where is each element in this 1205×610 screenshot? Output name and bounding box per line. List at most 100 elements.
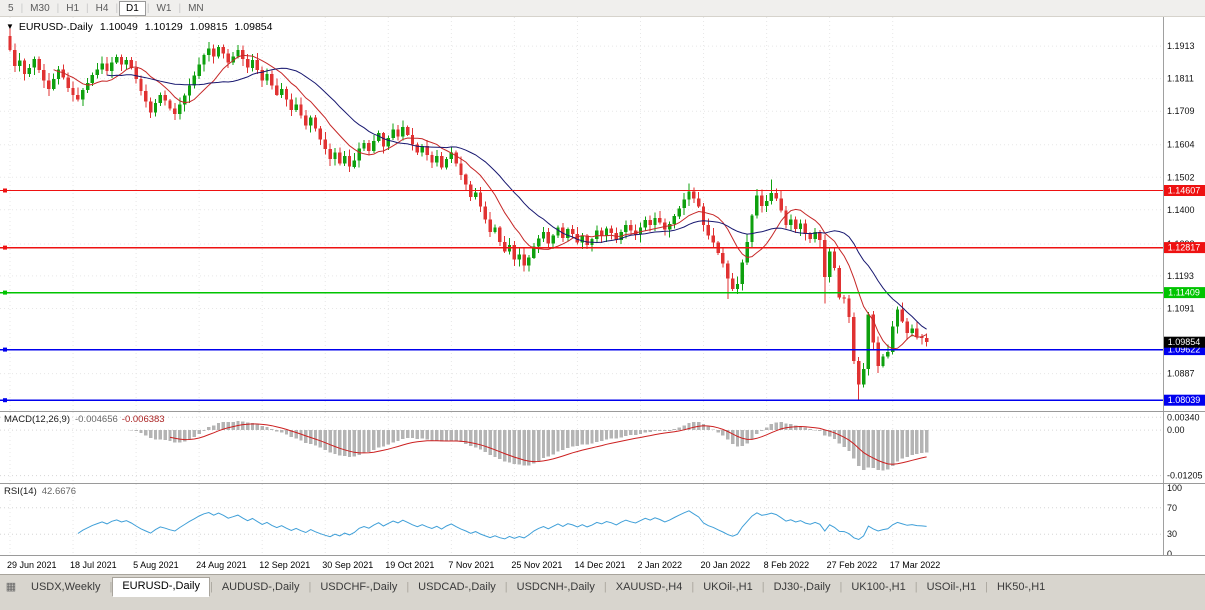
tab-usdchf-daily[interactable]: USDCHF-,Daily bbox=[320, 580, 398, 593]
toolbar-separator: | bbox=[86, 2, 89, 14]
macd-value-signal: -0.006383 bbox=[121, 414, 165, 425]
rsi-title: RSI(14) 42.6676 bbox=[4, 486, 76, 497]
quote-low: 1.09815 bbox=[189, 21, 228, 33]
rsi-canvas[interactable]: 100 70 30 0 bbox=[0, 484, 1205, 555]
ohlc-marker-icon: ▼ bbox=[6, 22, 14, 31]
svg-text:100: 100 bbox=[1167, 484, 1182, 493]
timeframe-button-m30[interactable]: M30 bbox=[30, 2, 50, 14]
quote-close: 1.09854 bbox=[234, 21, 273, 33]
time-axis: 29 Jun 2021 18 Jul 2021 5 Aug 2021 24 Aug 2… bbox=[0, 556, 1205, 574]
tab-audusd-daily[interactable]: AUDUSD-,Daily bbox=[221, 580, 300, 593]
svg-text:1.11409: 1.11409 bbox=[1168, 288, 1200, 298]
hlines-layer bbox=[0, 188, 1163, 403]
macd-panel: 0.00340 0.00 -0.01205 MACD(12,26,9) -0.0046… bbox=[0, 412, 1205, 484]
macd-value-main: -0.004656 bbox=[75, 414, 118, 425]
time-axis-label: 2 Jan 2022 bbox=[637, 560, 683, 570]
tab-ukoil-h1[interactable]: UKOil-,H1 bbox=[703, 580, 753, 593]
svg-text:1.1913: 1.1913 bbox=[1167, 41, 1195, 51]
tab-separator: | bbox=[504, 581, 508, 593]
ma-fast-line bbox=[53, 54, 927, 350]
timeframe-button-h4[interactable]: H4 bbox=[95, 2, 109, 14]
svg-text:0.00340: 0.00340 bbox=[1167, 412, 1200, 422]
time-axis-label: 8 Feb 2022 bbox=[763, 560, 810, 570]
svg-text:30: 30 bbox=[1167, 529, 1177, 539]
price-badges: 1.14607 1.12817 1.11409 1.09622 1.08039 1.098… bbox=[1164, 185, 1205, 406]
rsi-axis-labels: 100 70 30 0 bbox=[1167, 484, 1182, 555]
toolbar-separator: | bbox=[178, 2, 182, 14]
tab-usdcad-daily[interactable]: USDCAD-,Daily bbox=[418, 580, 496, 593]
toolbar-separator: | bbox=[146, 2, 150, 14]
svg-text:1.1604: 1.1604 bbox=[1167, 140, 1195, 150]
macd-canvas[interactable]: 0.00340 0.00 -0.01205 bbox=[0, 412, 1205, 483]
svg-text:1.14607: 1.14607 bbox=[1168, 186, 1201, 196]
rsi-value: 42.6676 bbox=[41, 486, 77, 497]
tab-separator: | bbox=[603, 581, 607, 593]
svg-text:0: 0 bbox=[1167, 549, 1172, 555]
timeframe-button-d1[interactable]: D1 bbox=[119, 0, 146, 16]
timeframe-button-h1[interactable]: H1 bbox=[66, 2, 80, 14]
svg-text:70: 70 bbox=[1167, 503, 1177, 513]
rsi-panel: 100 70 30 0 RSI(14) 42.6676 bbox=[0, 484, 1205, 556]
y-axis-labels: 1.19131.18111.17091.16041.15021.14001.12… bbox=[1167, 41, 1195, 379]
time-axis-label: 20 Jan 2022 bbox=[700, 560, 751, 570]
macd-axis-labels: 0.00340 0.00 -0.01205 bbox=[1167, 412, 1203, 480]
time-axis-label: 29 Jun 2021 bbox=[7, 560, 57, 570]
svg-text:1.08039: 1.08039 bbox=[1168, 395, 1201, 405]
tab-hk50-h1[interactable]: HK50-,H1 bbox=[996, 580, 1046, 593]
svg-text:1.1811: 1.1811 bbox=[1167, 74, 1194, 84]
grid-layer bbox=[0, 17, 1163, 411]
price-chart-canvas[interactable]: 1.1913 1.1811 1.1709 1.1604 1.1502 1.1400 1.12… bbox=[0, 17, 1205, 411]
time-axis-label: 25 Nov 2021 bbox=[511, 560, 563, 570]
tab-separator: | bbox=[914, 581, 918, 593]
tab-uk100-h1[interactable]: UK100-,H1 bbox=[851, 580, 906, 593]
symbol-title: EURUSD-.Daily bbox=[18, 21, 93, 33]
svg-text:1.1400: 1.1400 bbox=[1167, 205, 1195, 215]
tab-separator: | bbox=[691, 581, 695, 593]
time-axis-label: 7 Nov 2021 bbox=[448, 560, 495, 570]
svg-text:1.1193: 1.1193 bbox=[1167, 271, 1194, 281]
svg-text:1.09854: 1.09854 bbox=[1168, 337, 1201, 347]
tab-usdcnh-daily[interactable]: USDCNH-,Daily bbox=[516, 580, 595, 593]
tab-separator: | bbox=[308, 581, 312, 593]
tab-usdx-weekly[interactable]: USDX,Weekly bbox=[31, 580, 101, 593]
macd-histogram bbox=[129, 421, 929, 471]
ma-slow-line bbox=[106, 67, 927, 330]
time-axis-label: 19 Oct 2021 bbox=[385, 560, 435, 570]
svg-text:0.00: 0.00 bbox=[1167, 425, 1185, 435]
tab-separator: | bbox=[406, 581, 410, 593]
timeframe-button-w1[interactable]: W1 bbox=[156, 2, 172, 14]
timeframe-button-5[interactable]: 5 bbox=[8, 2, 14, 14]
tab-eurusd-daily[interactable]: EURUSD-,Daily bbox=[112, 577, 210, 597]
time-axis-label: 14 Dec 2021 bbox=[574, 560, 626, 570]
svg-text:1.0887: 1.0887 bbox=[1167, 369, 1195, 379]
time-axis-label: 12 Sep 2021 bbox=[259, 560, 311, 570]
tab-xauusd-h4[interactable]: XAUUSD-,H4 bbox=[615, 580, 683, 593]
svg-text:1.1709: 1.1709 bbox=[1167, 106, 1195, 116]
timeframe-button-mn[interactable]: MN bbox=[188, 2, 204, 14]
tab-dj30-daily[interactable]: DJ30-,Daily bbox=[773, 580, 831, 593]
tab-separator: | bbox=[839, 581, 843, 593]
time-axis-label: 17 Mar 2022 bbox=[889, 560, 941, 570]
symbol-overlay: ▼ EURUSD-.Daily 1.10049 1.10129 1.09815 … bbox=[6, 21, 277, 33]
macd-grid bbox=[0, 412, 1163, 483]
window-list-icon[interactable]: ▦ bbox=[5, 581, 17, 593]
rsi-line bbox=[77, 510, 927, 541]
timeframe-toolbar: 5 | M30 | H1 | H4 | D1 | W1 | MN bbox=[0, 0, 1205, 17]
svg-text:1.1502: 1.1502 bbox=[1167, 172, 1195, 182]
svg-text:-0.01205: -0.01205 bbox=[1167, 471, 1203, 481]
time-axis-label: 5 Aug 2021 bbox=[133, 560, 179, 570]
macd-signal-line bbox=[169, 423, 927, 465]
quote-high: 1.10129 bbox=[144, 21, 183, 33]
time-axis-label: 27 Feb 2022 bbox=[826, 560, 878, 570]
svg-text:1.12817: 1.12817 bbox=[1168, 243, 1201, 253]
time-axis-label: 18 Jul 2021 bbox=[70, 560, 117, 570]
current-price-badge bbox=[1164, 336, 1205, 348]
time-axis-label: 24 Aug 2021 bbox=[196, 560, 247, 570]
tab-usoil-h1[interactable]: USOil-,H1 bbox=[926, 580, 977, 593]
tab-separator: | bbox=[761, 581, 765, 593]
candles-layer bbox=[8, 28, 929, 400]
price-chart-panel: 1.1913 1.1811 1.1709 1.1604 1.1502 1.1400 1.12… bbox=[0, 17, 1205, 412]
quote-open: 1.10049 bbox=[99, 21, 138, 33]
tab-separator: | bbox=[985, 581, 988, 593]
